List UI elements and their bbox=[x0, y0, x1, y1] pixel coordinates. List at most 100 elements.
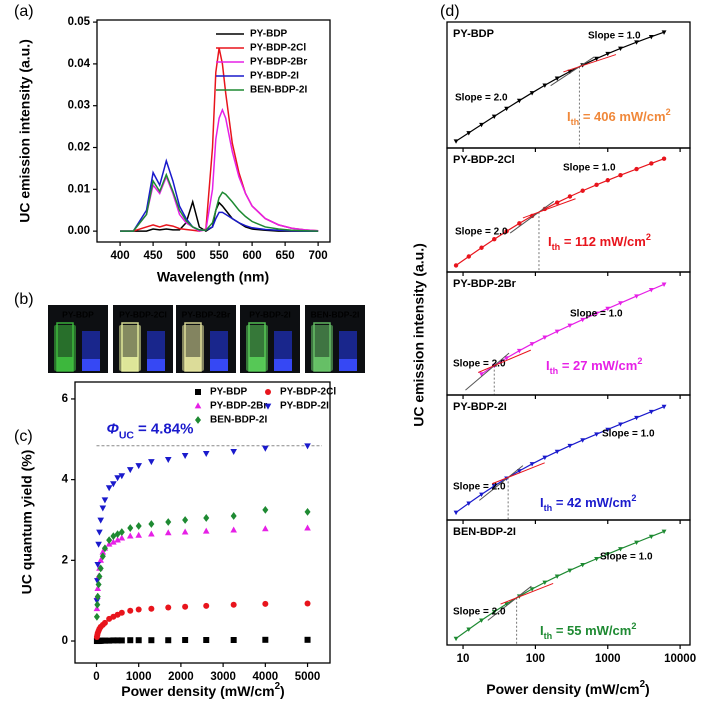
threshold-label-part: = 406 mW/cm bbox=[579, 109, 665, 124]
subplot-title: PY-BDP bbox=[453, 28, 494, 40]
vial-blue-base bbox=[210, 359, 228, 371]
vial-base bbox=[314, 357, 330, 371]
x-tick-label: 650 bbox=[276, 250, 295, 262]
data-point bbox=[118, 473, 126, 480]
x-tick-label: 5000 bbox=[295, 671, 321, 683]
fit-line bbox=[550, 56, 595, 87]
data-point bbox=[262, 505, 269, 514]
data-point bbox=[304, 636, 311, 643]
data-point bbox=[127, 637, 134, 644]
data-point bbox=[118, 528, 125, 536]
plot-frame bbox=[446, 519, 691, 646]
threshold-label-part: 2 bbox=[646, 232, 651, 242]
x-tick-label: 10000 bbox=[664, 653, 696, 665]
x-tick-label: 550 bbox=[210, 250, 229, 262]
data-point bbox=[101, 619, 108, 626]
threshold-label-part: 2 bbox=[637, 356, 642, 366]
threshold-label-part: 2 bbox=[631, 493, 636, 503]
data-point bbox=[148, 605, 155, 612]
data-point bbox=[304, 524, 311, 531]
data-point bbox=[262, 445, 269, 452]
data-point bbox=[262, 600, 269, 607]
threshold-label-part: th bbox=[544, 503, 553, 513]
slope-label: Slope = 1.0 bbox=[563, 163, 616, 174]
threshold-label-part: th bbox=[544, 631, 553, 641]
x-tick-label: 2000 bbox=[168, 671, 194, 683]
threshold-label-part: = 42 mW/cm bbox=[552, 495, 631, 510]
data-point bbox=[93, 605, 101, 612]
data-point bbox=[114, 536, 121, 543]
y-tick-label: 0.04 bbox=[68, 58, 91, 70]
legend-label: PY-BDP-2Cl bbox=[250, 43, 306, 54]
x-axis-label-part: 2 bbox=[640, 679, 646, 690]
data-point bbox=[110, 481, 117, 488]
y-tick-label: 0.05 bbox=[68, 16, 91, 28]
x-axis-label-part: ) bbox=[645, 681, 650, 697]
legend-label: PY-BDP-2I bbox=[280, 401, 329, 412]
data-point bbox=[165, 637, 172, 644]
x-tick-label: 4000 bbox=[253, 671, 279, 683]
vial-base bbox=[57, 357, 73, 371]
data-point bbox=[106, 536, 113, 545]
threshold-label-part: I bbox=[540, 623, 544, 638]
data-point bbox=[262, 525, 269, 532]
data-point bbox=[181, 453, 189, 460]
data-point bbox=[203, 637, 210, 644]
fit-line bbox=[487, 585, 532, 621]
panel-label: (b) bbox=[14, 291, 34, 308]
legend-label: PY-BDP bbox=[250, 29, 288, 40]
vial-blue-base bbox=[274, 359, 292, 371]
data-point bbox=[96, 529, 103, 536]
y-tick-label: 0.01 bbox=[68, 183, 91, 195]
y-tick-label: 2 bbox=[62, 554, 68, 566]
x-tick-label: 10 bbox=[457, 653, 470, 665]
x-tick-label: 600 bbox=[243, 250, 262, 262]
slope-label: Slope = 1.0 bbox=[570, 309, 623, 320]
x-tick-label: 500 bbox=[177, 250, 196, 262]
data-point bbox=[262, 636, 269, 643]
trend-line bbox=[455, 31, 665, 142]
annotation: ΦUC = 4.84% bbox=[106, 421, 193, 442]
y-tick-label: 0.00 bbox=[68, 225, 90, 237]
data-point bbox=[135, 463, 142, 470]
y-axis-label: UC emission intensity (a.u.) bbox=[17, 39, 33, 223]
x-tick-label: 700 bbox=[309, 250, 328, 262]
x-axis-label-part: 2 bbox=[275, 681, 281, 692]
data-point bbox=[105, 485, 113, 492]
data-point bbox=[110, 637, 117, 644]
data-point bbox=[99, 552, 106, 561]
fit-line bbox=[465, 352, 510, 391]
legend-label: BEN-BDP-2I bbox=[250, 85, 307, 96]
data-point bbox=[148, 530, 155, 537]
y-tick-label: 4 bbox=[62, 474, 69, 486]
trend-line bbox=[481, 283, 665, 375]
fit-line bbox=[478, 349, 532, 373]
data-point bbox=[230, 512, 237, 520]
data-point bbox=[94, 584, 102, 591]
plot-frame bbox=[96, 19, 331, 243]
threshold-label-part: = 112 mW/cm bbox=[560, 234, 646, 249]
y-tick-label: 0 bbox=[62, 635, 68, 647]
data-point bbox=[230, 601, 237, 608]
y-tick-label: 6 bbox=[62, 393, 68, 405]
threshold-label: Ith = 55 mW/cm2 bbox=[540, 621, 636, 641]
threshold-label-part: 2 bbox=[631, 621, 636, 631]
data-point bbox=[96, 572, 103, 581]
threshold-label-part: 2 bbox=[666, 107, 671, 117]
data-point bbox=[202, 527, 210, 534]
subplot-title: BEN-BDP-2I bbox=[453, 526, 516, 538]
photo-label: PY-BDP-2Br bbox=[182, 309, 231, 319]
x-tick-label: 1000 bbox=[126, 671, 152, 683]
y-tick-label: 0.02 bbox=[68, 142, 90, 154]
x-axis-label: Power density (mW/cm2) bbox=[121, 681, 284, 699]
y-axis-label: UC quantum yield (%) bbox=[19, 450, 35, 595]
photo-label: PY-BDP-2I bbox=[249, 309, 291, 319]
threshold-label: Ith = 42 mW/cm2 bbox=[540, 493, 636, 513]
data-point bbox=[164, 529, 172, 536]
subplot-title: PY-BDP-2I bbox=[453, 401, 507, 413]
legend-label: PY-BDP-2Br bbox=[250, 57, 307, 68]
data-point bbox=[304, 600, 311, 607]
data-point bbox=[95, 580, 102, 589]
x-axis-label: Power density (mW/cm2) bbox=[486, 679, 649, 697]
